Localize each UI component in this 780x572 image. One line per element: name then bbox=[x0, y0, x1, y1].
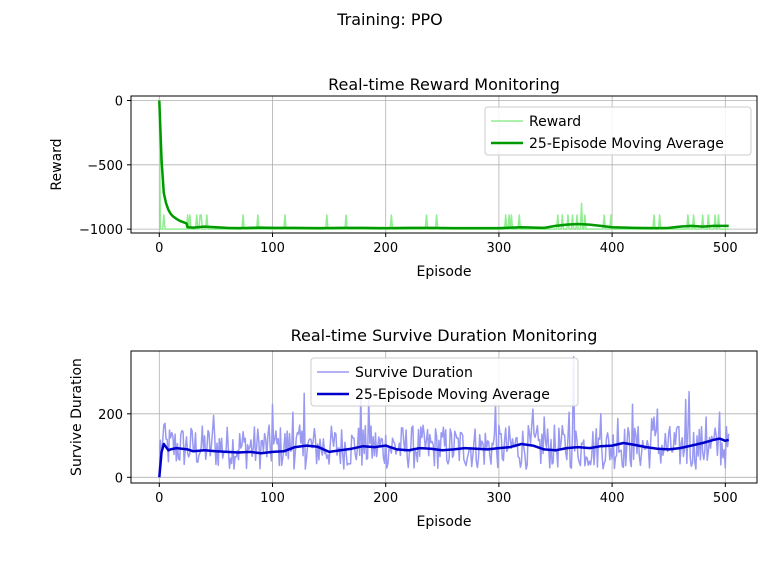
survive-duration-chart: 0 100 200 300 400 500 0 200 Real-time Survive Du… bbox=[69, 326, 758, 530]
x-axis-label: Episode bbox=[417, 264, 472, 280]
y-tick-label: 200 bbox=[98, 408, 123, 423]
x-tick-label: 500 bbox=[713, 491, 738, 506]
y-tick-label: 0 bbox=[115, 95, 123, 110]
legend-box bbox=[310, 357, 579, 407]
x-tick-label: 200 bbox=[373, 241, 398, 256]
x-tick-label: 0 bbox=[155, 491, 163, 506]
y-axis-label: Reward bbox=[49, 138, 65, 190]
y-tick-label: −1000 bbox=[79, 223, 123, 238]
y-tick-label: 0 bbox=[115, 471, 123, 486]
series-line-1 bbox=[158, 437, 730, 478]
series-line-0 bbox=[158, 355, 730, 478]
x-tick-label: 300 bbox=[486, 241, 511, 256]
chart-title: Real-time Survive Duration Monitoring bbox=[291, 326, 598, 345]
x-tick-label: 100 bbox=[260, 241, 285, 256]
y-tick-label: −500 bbox=[87, 159, 123, 174]
x-tick-label: 200 bbox=[373, 491, 398, 506]
x-tick-label: 500 bbox=[713, 241, 738, 256]
chart-title: Real-time Reward Monitoring bbox=[328, 75, 560, 94]
x-tick-label: 100 bbox=[260, 491, 285, 506]
x-tick-label: 0 bbox=[155, 241, 163, 256]
reward-chart: 0 100 200 300 400 500 0 −500 −1000 Real-time Rewa… bbox=[49, 75, 758, 280]
legend-label: 25-Episode Moving Average bbox=[355, 387, 550, 403]
legend-label: Reward bbox=[529, 114, 581, 130]
x-axis-label: Episode bbox=[417, 514, 472, 530]
y-axis-label: Survive Duration bbox=[69, 358, 85, 476]
x-tick-label: 400 bbox=[600, 241, 625, 256]
figure-suptitle: Training: PPO bbox=[336, 10, 443, 29]
x-tick-label: 400 bbox=[600, 491, 625, 506]
x-tick-label: 300 bbox=[486, 491, 511, 506]
legend-box bbox=[484, 106, 752, 156]
legend-label: Survive Duration bbox=[355, 365, 473, 381]
series-line-1 bbox=[158, 100, 729, 230]
legend-label: 25-Episode Moving Average bbox=[529, 136, 724, 152]
axes-frame bbox=[130, 350, 758, 484]
